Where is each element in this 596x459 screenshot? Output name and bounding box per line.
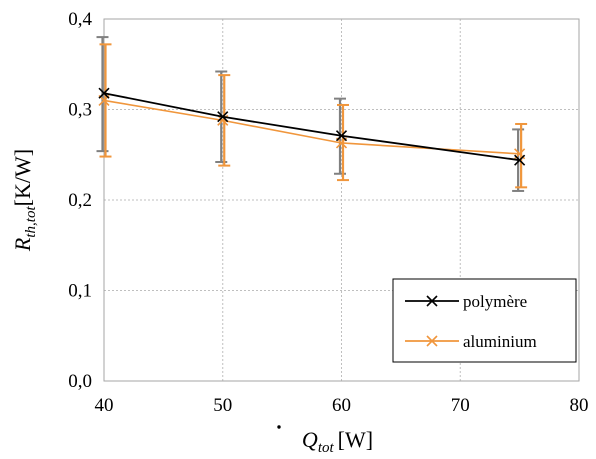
x-tick-label: 70	[451, 395, 470, 416]
x-axis-subscript: tot	[318, 440, 335, 456]
plot-area-frame	[103, 18, 580, 382]
x-axis-unit: [W]	[338, 427, 373, 452]
legend-entry: polymère	[405, 292, 527, 311]
y-tick-label: 0,4	[68, 9, 92, 30]
marker-stroke	[217, 111, 229, 123]
x-tick-label: 60	[332, 395, 351, 416]
svg-text:Qtot[W]: Qtot [W]	[302, 427, 373, 456]
y-axis-title: Rth,tot[K/W]	[10, 149, 39, 252]
x-tick-label: 50	[213, 395, 232, 416]
data-point-marker	[335, 130, 348, 142]
legend-entry: aluminium	[405, 332, 537, 351]
legend-box	[392, 278, 577, 363]
y-tick-label: 0,3	[68, 100, 92, 121]
series-line	[103, 99, 520, 155]
y-axis-subscript: th,tot	[23, 206, 39, 238]
marker-stroke	[514, 154, 526, 166]
legend-marker	[426, 295, 438, 307]
y-axis-symbol: R	[10, 237, 35, 252]
x-tick-label: 40	[95, 395, 114, 416]
x-axis-dot-accent	[277, 425, 281, 429]
x-axis-title: Qtot [W]	[277, 425, 373, 456]
tick-labels: 0,0 0,1 0,2 0,3 0,4 40 50 60 70 80	[68, 9, 588, 416]
series-lines	[98, 87, 526, 166]
data-point-marker	[514, 154, 526, 166]
x-tick-label: 80	[570, 395, 589, 416]
error-bars	[96, 36, 528, 192]
x-axis-symbol: Q	[302, 427, 318, 452]
legend-marker	[426, 335, 438, 347]
marker-stroke	[335, 130, 348, 142]
legend-label: aluminium	[463, 332, 537, 351]
data-point-marker	[98, 87, 110, 99]
y-tick-label: 0,0	[68, 371, 92, 392]
legend: polymère aluminium	[392, 278, 577, 363]
y-tick-label: 0,2	[68, 190, 92, 211]
y-tick-label: 0,1	[68, 281, 92, 302]
legend-label: polymère	[463, 292, 527, 311]
y-axis-unit: [K/W]	[10, 149, 35, 206]
series-line	[103, 92, 520, 162]
marker-stroke	[98, 87, 110, 99]
data-point-marker	[217, 111, 229, 123]
